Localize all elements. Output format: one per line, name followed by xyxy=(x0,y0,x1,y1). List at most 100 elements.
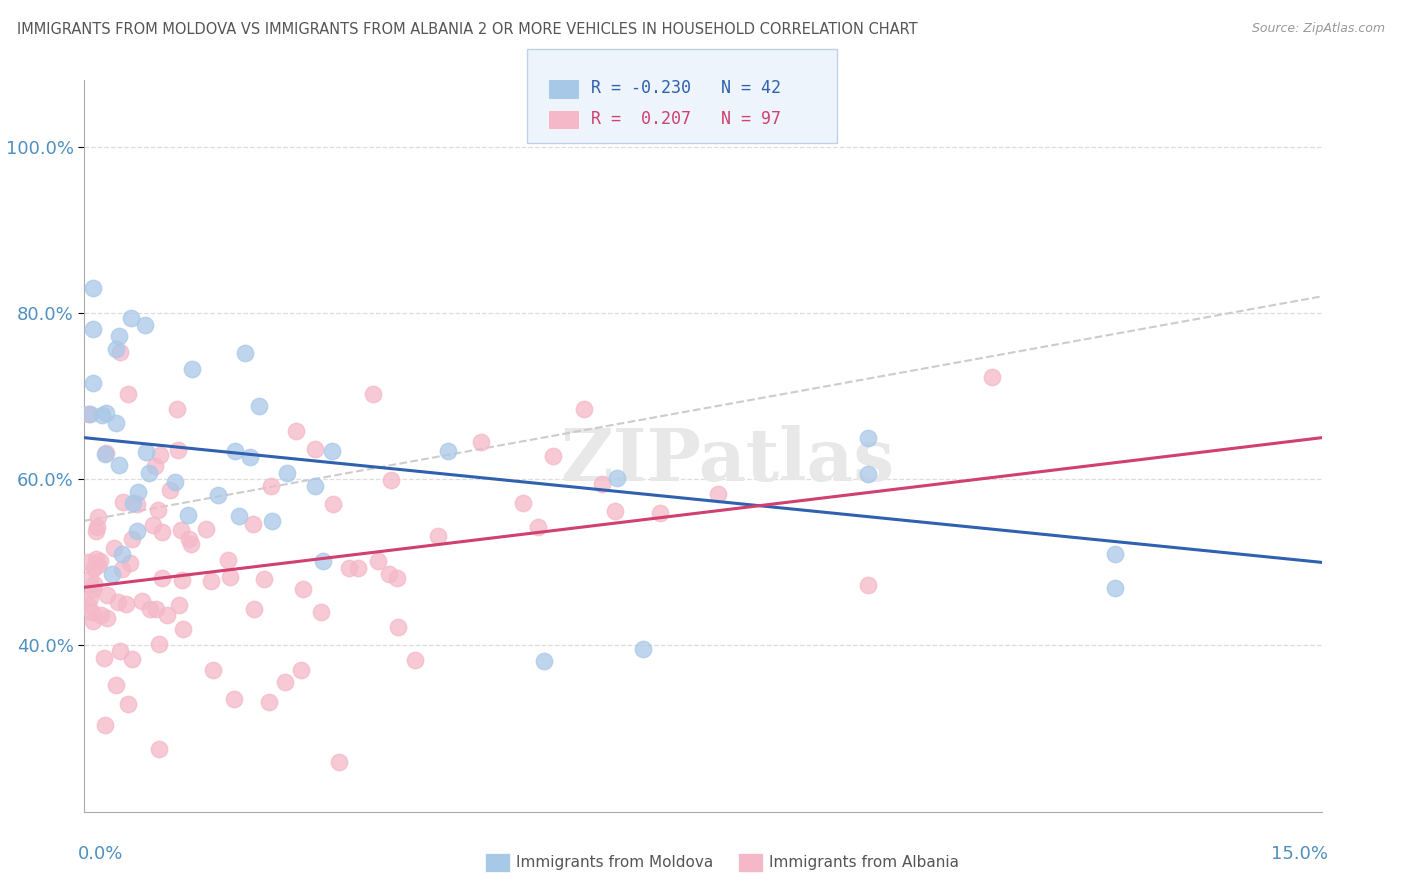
Point xyxy=(337,560,360,574)
Point xyxy=(79,407,101,421)
Point xyxy=(347,560,370,574)
Point xyxy=(603,504,626,518)
Point xyxy=(77,599,100,613)
Text: 15.0%: 15.0% xyxy=(1271,845,1327,863)
Point xyxy=(93,650,115,665)
Point xyxy=(207,488,229,502)
Point xyxy=(79,591,101,606)
Point xyxy=(380,473,402,487)
Point xyxy=(105,678,128,692)
Point xyxy=(167,443,190,458)
Point xyxy=(87,509,110,524)
Text: Immigrants from Albania: Immigrants from Albania xyxy=(769,855,959,870)
Point xyxy=(83,560,105,574)
Point xyxy=(107,595,129,609)
Point xyxy=(541,449,564,463)
Point xyxy=(112,495,135,509)
Point xyxy=(82,322,104,336)
Point xyxy=(195,522,218,536)
Point xyxy=(84,551,107,566)
Text: R =  0.207   N = 97: R = 0.207 N = 97 xyxy=(591,110,780,128)
Point xyxy=(117,386,139,401)
Point xyxy=(108,458,131,472)
Point xyxy=(284,424,307,438)
Point xyxy=(80,606,103,620)
Point xyxy=(304,442,326,456)
Point xyxy=(980,370,1002,384)
Point xyxy=(172,622,194,636)
Point xyxy=(169,523,191,537)
Point xyxy=(200,574,222,588)
Point xyxy=(94,447,117,461)
Point xyxy=(856,467,879,481)
Point xyxy=(101,567,124,582)
Text: ZIPatlas: ZIPatlas xyxy=(561,425,894,496)
Point xyxy=(228,509,250,524)
Point xyxy=(181,362,204,376)
Text: R = -0.230   N = 42: R = -0.230 N = 42 xyxy=(591,79,780,97)
Point xyxy=(252,572,274,586)
Point xyxy=(470,435,492,450)
Point xyxy=(76,555,98,569)
Point xyxy=(104,342,127,356)
Point xyxy=(291,582,314,596)
Point xyxy=(276,466,298,480)
Point xyxy=(94,717,117,731)
Point xyxy=(242,517,264,532)
Point xyxy=(111,548,134,562)
Point xyxy=(377,567,399,582)
Point xyxy=(239,450,262,464)
Point xyxy=(114,597,136,611)
Point xyxy=(121,533,143,547)
Point xyxy=(233,346,256,360)
Point xyxy=(96,446,118,460)
Point xyxy=(121,652,143,666)
Point xyxy=(135,445,157,459)
Point xyxy=(606,471,628,485)
Point xyxy=(247,399,270,413)
Text: 0.0%: 0.0% xyxy=(79,845,124,863)
Point xyxy=(166,401,188,416)
Point xyxy=(96,588,118,602)
Point xyxy=(242,602,264,616)
Point xyxy=(167,598,190,612)
Point xyxy=(856,431,879,445)
Point xyxy=(527,520,550,534)
Point xyxy=(146,503,169,517)
Point xyxy=(142,518,165,533)
Point xyxy=(273,675,295,690)
Point xyxy=(159,483,181,498)
Point xyxy=(89,554,111,568)
Point xyxy=(145,601,167,615)
Point xyxy=(125,497,148,511)
Point xyxy=(219,570,242,584)
Point xyxy=(96,406,118,420)
Point xyxy=(120,556,142,570)
Point xyxy=(131,594,153,608)
Text: Source: ZipAtlas.com: Source: ZipAtlas.com xyxy=(1251,22,1385,36)
Point xyxy=(427,529,450,543)
Point xyxy=(122,496,145,510)
Point xyxy=(367,554,389,568)
Point xyxy=(138,466,160,480)
Point xyxy=(108,345,131,359)
Point xyxy=(108,329,131,343)
Point xyxy=(90,607,112,622)
Point xyxy=(179,533,201,547)
Point xyxy=(290,663,312,677)
Point xyxy=(82,614,104,628)
Point xyxy=(312,554,335,568)
Point xyxy=(125,524,148,539)
Point xyxy=(260,478,283,492)
Point xyxy=(1104,581,1126,595)
Point xyxy=(322,497,344,511)
Point xyxy=(105,416,128,430)
Point xyxy=(117,697,139,711)
Point xyxy=(707,487,730,501)
Point xyxy=(170,573,193,587)
Point xyxy=(150,525,173,540)
Point xyxy=(304,479,326,493)
Point xyxy=(120,311,142,326)
Point xyxy=(180,537,202,551)
Point xyxy=(163,475,186,489)
